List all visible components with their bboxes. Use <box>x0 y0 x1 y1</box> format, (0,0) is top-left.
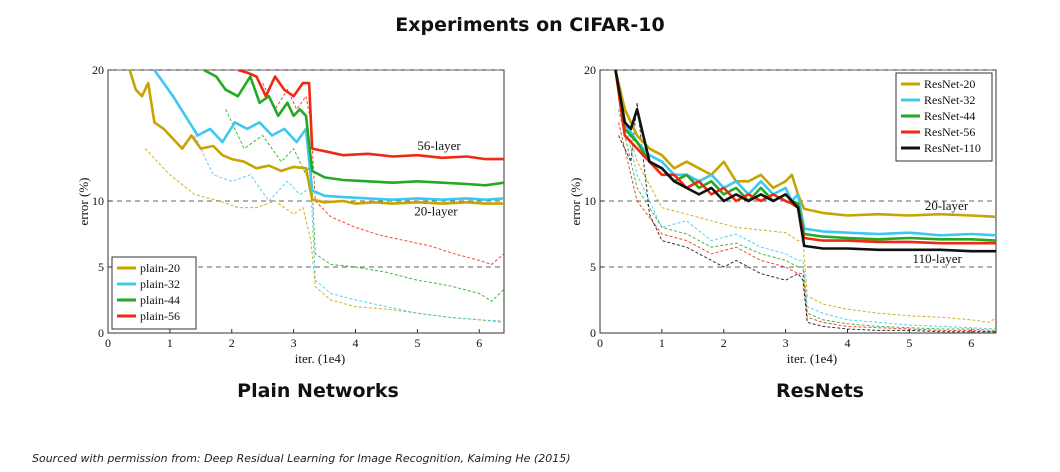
legend: ResNet-20 ResNet-32 ResNet-44 ResNet-56 ResN… <box>895 72 993 162</box>
x-tick-label: 6 <box>968 336 974 350</box>
resnets-plot: 0 5 10 20 0 1 2 3 4 5 6 iter. (1e4) error (%) 20-laye… <box>568 63 997 366</box>
y-tick-label: 5 <box>590 260 596 274</box>
x-axis-label: iter. (1e4) <box>295 351 346 366</box>
x-axis-label: iter. (1e4) <box>787 351 838 366</box>
test-line-resnet-32 <box>614 70 996 237</box>
x-tick-label: 2 <box>721 336 727 350</box>
legend-label-resnet-20: ResNet-20 <box>924 77 975 91</box>
test-line-resnet-20 <box>614 70 996 219</box>
legend: plain-20 plain-32 plain-44 plain-56 <box>111 256 197 330</box>
plain-networks-chart: 0 5 10 20 0 1 2 3 4 5 6 iter. (1e4) error (%) 56-laye… <box>76 58 518 373</box>
x-tick-label: 5 <box>414 336 420 350</box>
test-line-plain-44 <box>203 70 504 187</box>
train-line-resnet-56 <box>618 122 996 333</box>
y-tick-label: 10 <box>92 194 104 208</box>
legend-label-resnet-44: ResNet-44 <box>924 109 975 123</box>
legend-label-plain-56: plain-56 <box>140 309 180 323</box>
train-line-plain-44 <box>225 109 504 302</box>
plain-networks-caption: Plain Networks <box>237 380 399 402</box>
plain-networks-plot: 0 5 10 20 0 1 2 3 4 5 6 iter. (1e4) error (%) 56-laye… <box>76 63 505 366</box>
y-tick-label: 0 <box>98 326 104 340</box>
source-note: Sourced with permission from: Deep Resid… <box>32 452 571 465</box>
y-tick-label: 20 <box>92 63 104 77</box>
train-line-resnet-110 <box>618 102 996 333</box>
x-tick-label: 1 <box>167 336 173 350</box>
y-axis-label: error (%) <box>76 178 91 226</box>
x-tick-label: 6 <box>476 336 482 350</box>
test-line-plain-20 <box>128 70 504 205</box>
annotation-20-layer: 20-layer <box>925 198 969 213</box>
train-line-resnet-44 <box>618 109 996 331</box>
series-group <box>128 70 504 323</box>
train-line-plain-56 <box>262 82 504 265</box>
x-tick-label: 0 <box>597 336 603 350</box>
x-tick-label: 3 <box>291 336 297 350</box>
train-line-plain-20 <box>144 148 504 323</box>
test-line-resnet-110 <box>614 70 996 253</box>
train-line-plain-32 <box>194 135 504 322</box>
annotation-56-layer: 56-layer <box>417 138 461 153</box>
legend-label-plain-44: plain-44 <box>140 293 180 307</box>
series-group <box>614 70 996 333</box>
x-tick-label: 3 <box>783 336 789 350</box>
x-tick-label: 5 <box>906 336 912 350</box>
x-tick-label: 4 <box>845 336 851 350</box>
legend-label-resnet-110: ResNet-110 <box>924 141 981 155</box>
test-line-resnet-56 <box>614 70 996 245</box>
x-tick-label: 4 <box>353 336 359 350</box>
x-tick-label: 2 <box>229 336 235 350</box>
main-title: Experiments on CIFAR-10 <box>395 14 665 36</box>
annotation-110-layer: 110-layer <box>913 251 963 266</box>
test-line-plain-32 <box>153 70 504 201</box>
y-axis-label: error (%) <box>568 178 583 226</box>
test-line-plain-56 <box>237 70 504 161</box>
y-tick-label: 0 <box>590 326 596 340</box>
legend-label-plain-32: plain-32 <box>140 277 180 291</box>
legend-label-plain-20: plain-20 <box>140 261 180 275</box>
y-tick-label: 20 <box>584 63 596 77</box>
legend-label-resnet-56: ResNet-56 <box>924 125 975 139</box>
y-tick-label: 10 <box>584 194 596 208</box>
x-tick-label: 0 <box>105 336 111 350</box>
legend-label-resnet-32: ResNet-32 <box>924 93 975 107</box>
train-line-resnet-32 <box>618 96 996 330</box>
y-tick-label: 5 <box>98 260 104 274</box>
x-tick-label: 1 <box>659 336 665 350</box>
resnets-chart: 0 5 10 20 0 1 2 3 4 5 6 iter. (1e4) error (%) 20-laye… <box>568 58 1008 373</box>
annotation-20-layer: 20-layer <box>414 204 458 219</box>
resnets-caption: ResNets <box>775 380 864 402</box>
